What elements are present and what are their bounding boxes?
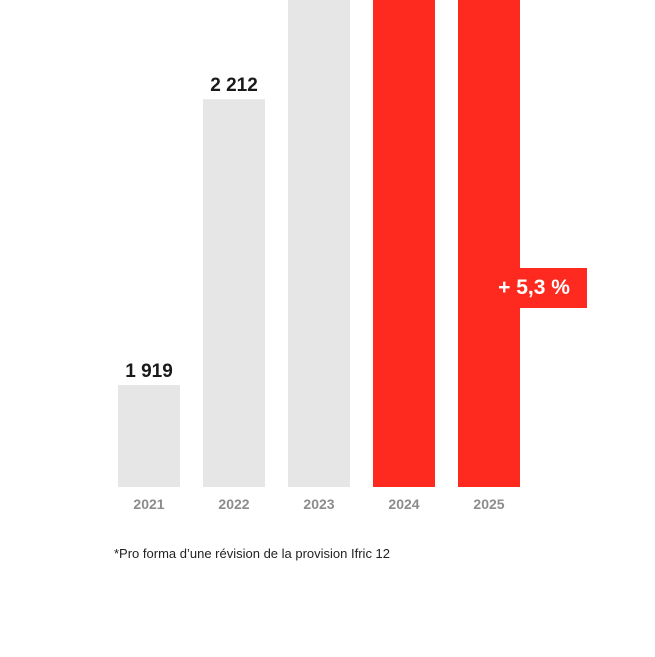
bar-2024 xyxy=(373,0,435,487)
category-label-2025: 2025 xyxy=(473,496,504,512)
growth-badge: + 5,3 % xyxy=(481,268,587,308)
footnote: *Pro forma d’une révision de la provisio… xyxy=(114,546,391,561)
bar-2023 xyxy=(288,0,350,488)
category-label-2022: 2022 xyxy=(218,496,249,512)
value-label-2022: 2 212 xyxy=(210,75,258,96)
category-label-2024: 2024 xyxy=(388,496,419,512)
category-label-2021: 2021 xyxy=(133,496,164,512)
bar-2025 xyxy=(458,0,520,488)
growth-badge-text: + 5,3 % xyxy=(498,276,570,299)
value-label-2021: 1 919 xyxy=(125,361,173,382)
bar-2021 xyxy=(118,385,180,487)
category-label-2023: 2023 xyxy=(303,496,334,512)
bar-2022 xyxy=(203,99,265,487)
